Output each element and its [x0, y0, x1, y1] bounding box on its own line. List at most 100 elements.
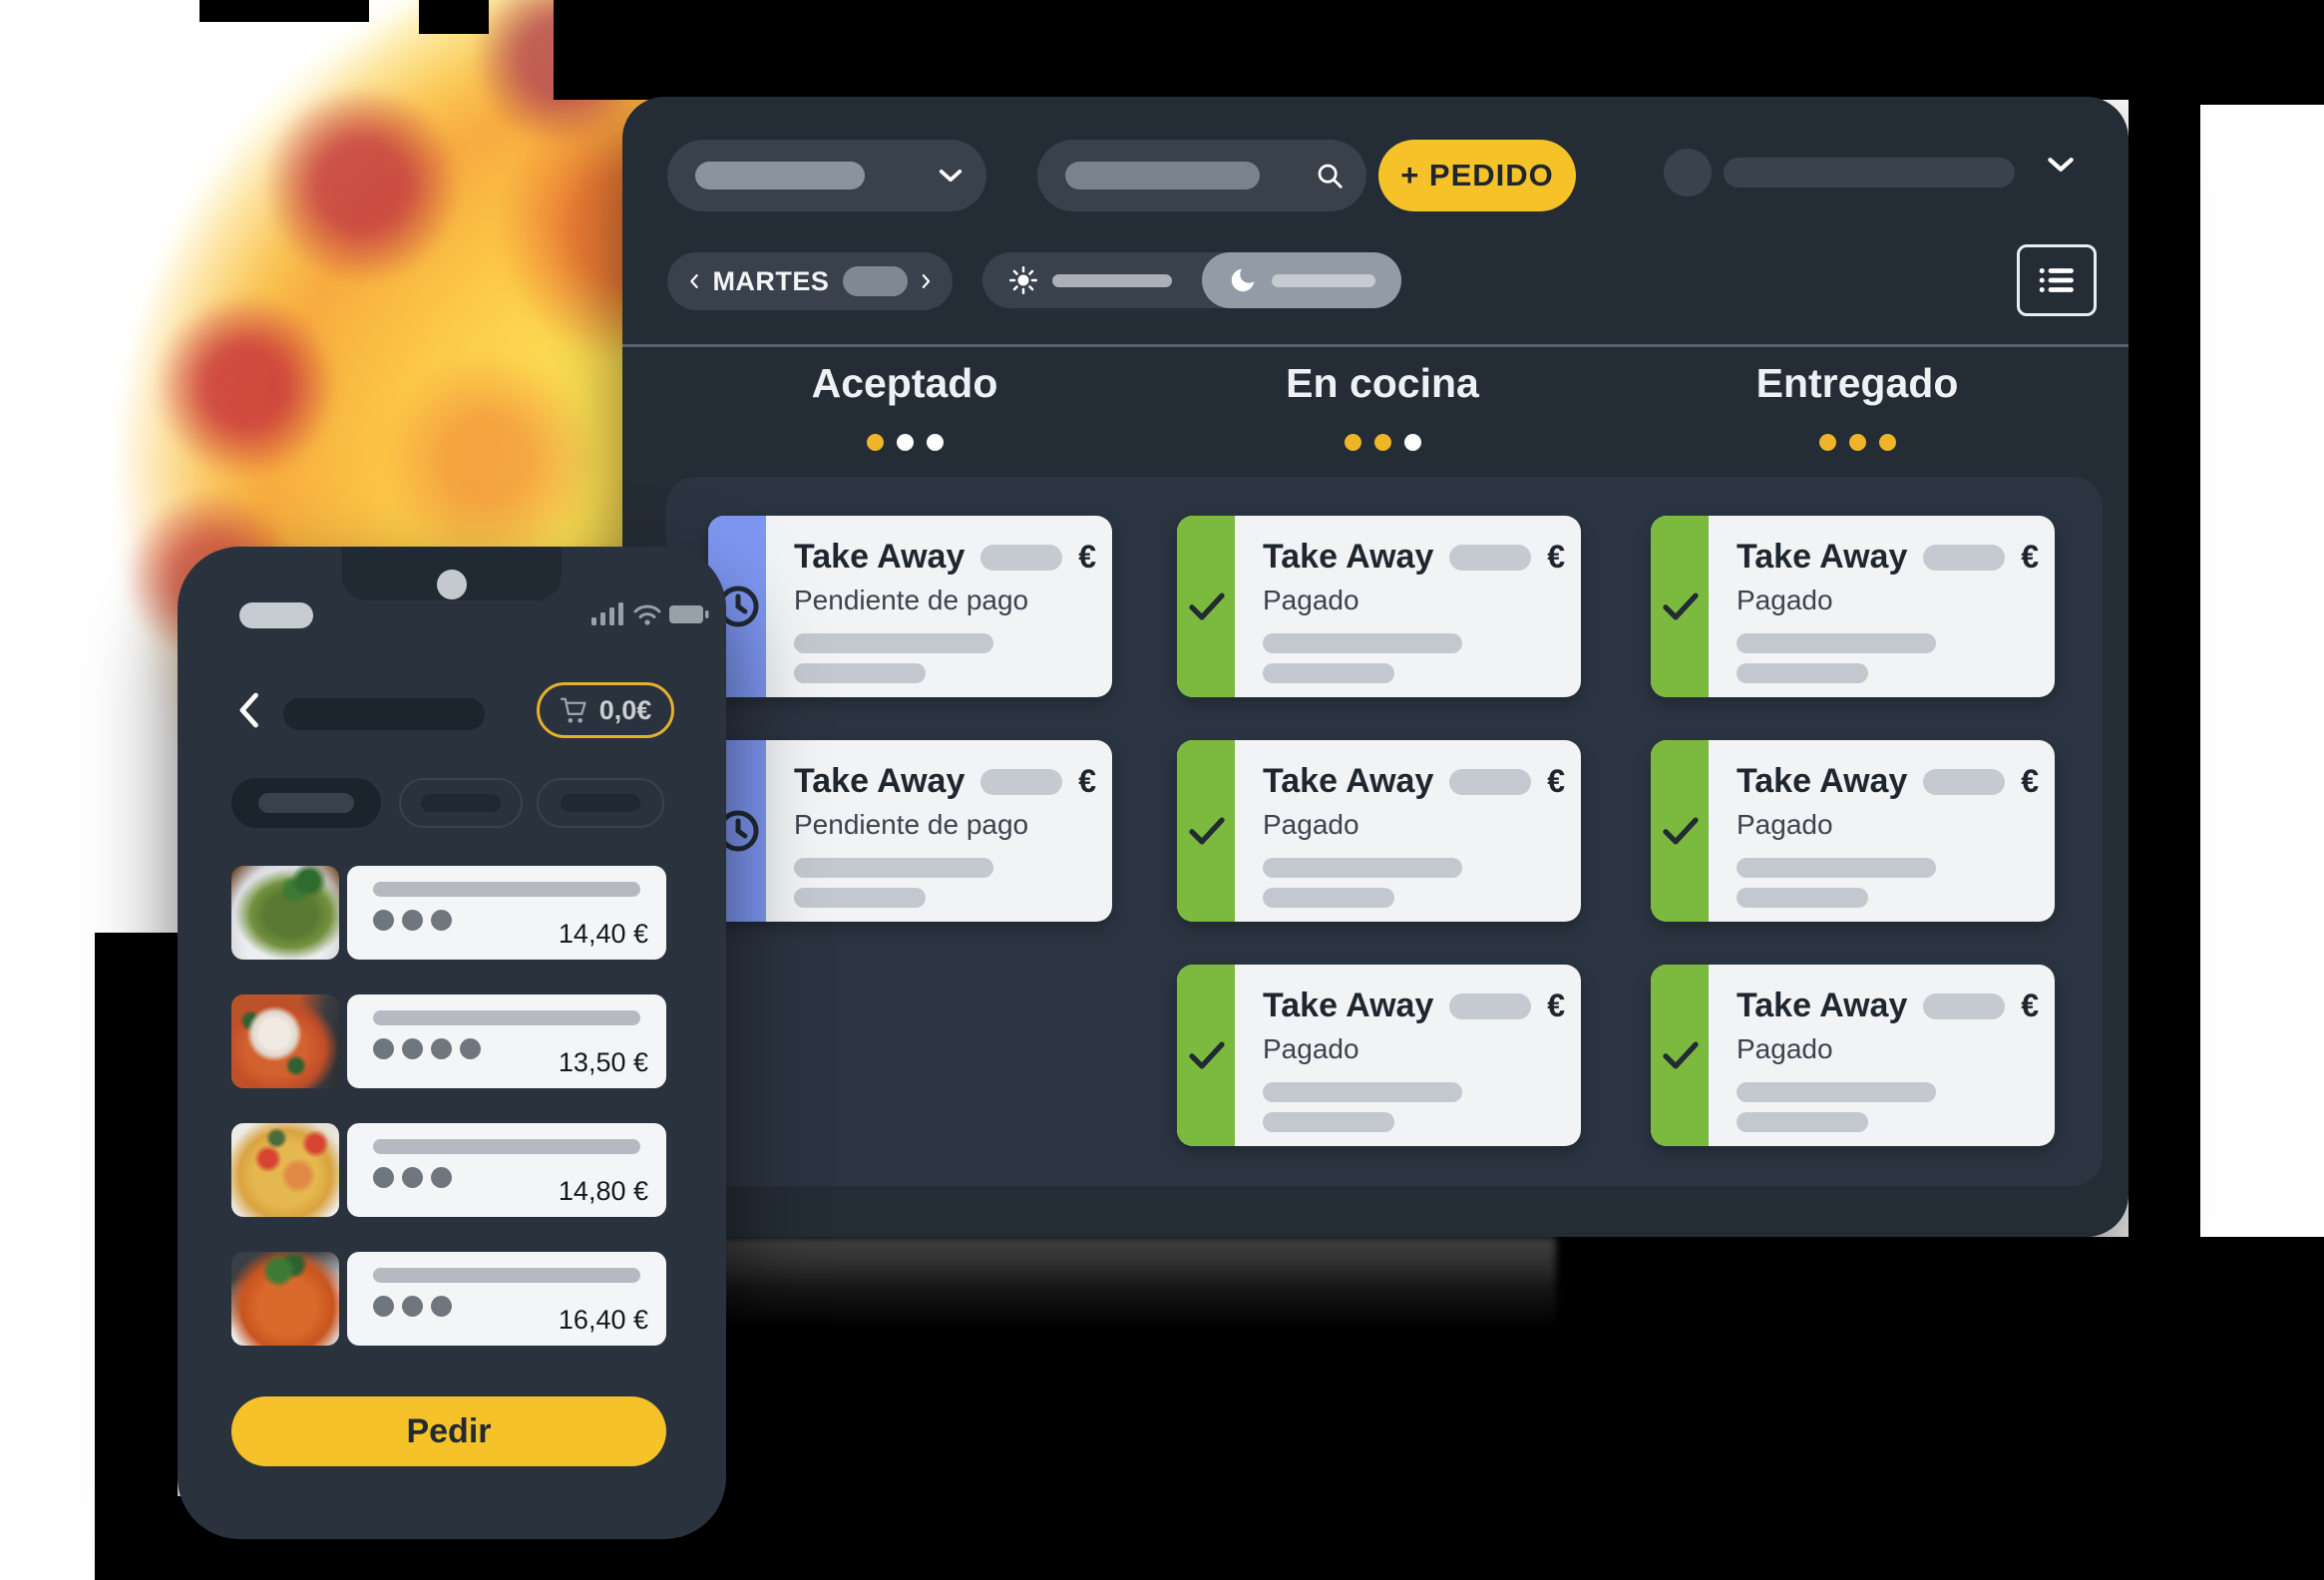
check-icon	[1189, 1041, 1225, 1069]
card-body: Take Away € Pagado	[1263, 965, 1565, 1132]
tab-category-3[interactable]	[537, 778, 664, 828]
filter-dropdown[interactable]	[667, 140, 986, 211]
order-card-paid[interactable]: Take Away € Pagado	[1177, 516, 1581, 697]
order-card-paid[interactable]: Take Away € Pagado	[1177, 965, 1581, 1146]
order-card-paid[interactable]: Take Away € Pagado	[1651, 965, 2055, 1146]
item-option-dots	[373, 1038, 481, 1059]
item-price: 14,40 €	[558, 919, 648, 949]
option-dot	[431, 1167, 452, 1188]
menu-item[interactable]: 16,40 €	[231, 1252, 666, 1346]
currency-symbol: €	[2021, 763, 2039, 799]
user-name-placeholder[interactable]	[1724, 158, 2015, 188]
toolbar-divider	[622, 344, 2129, 347]
list-view-button[interactable]	[2017, 244, 2097, 316]
user-menu-chevron-down-icon[interactable]	[2047, 157, 2075, 174]
menu-item[interactable]: 14,40 €	[231, 866, 666, 960]
option-dot	[460, 1038, 481, 1059]
desktop-app-window: + PEDIDO MARTES Aceptado En coci	[622, 97, 2129, 1237]
tab-category-1[interactable]	[231, 778, 381, 828]
cart-icon	[560, 697, 586, 723]
item-price: 16,40 €	[558, 1305, 648, 1335]
option-dot	[431, 1296, 452, 1317]
placeholder-bar	[794, 663, 926, 683]
placeholder-bar	[794, 888, 926, 908]
placeholder-bar	[1737, 888, 1868, 908]
item-title-placeholder	[373, 1010, 640, 1025]
currency-symbol: €	[1547, 539, 1565, 575]
item-option-dots	[373, 1296, 452, 1317]
option-dot	[373, 1038, 394, 1059]
card-status: Pendiente de pago	[794, 809, 1029, 840]
placeholder-bar	[1263, 1082, 1462, 1102]
progress-dot	[1403, 434, 1421, 451]
placeholder-bar	[794, 858, 993, 878]
back-button[interactable]	[235, 692, 261, 731]
tab-label-placeholder	[421, 794, 501, 812]
tab-label-placeholder	[561, 794, 640, 812]
card-title: Take Away	[794, 538, 966, 576]
card-title: Take Away	[1737, 762, 1908, 800]
decorative-black-block	[199, 0, 369, 22]
order-card-paid[interactable]: Take Away € Pagado	[1177, 740, 1581, 922]
card-status: Pagado	[1263, 1033, 1359, 1064]
card-body: Take Away € Pagado	[1737, 740, 2039, 908]
day-label-placeholder	[1052, 273, 1172, 287]
order-card-pending[interactable]: Take Away € Pendiente de pago	[708, 516, 1112, 697]
dropdown-value-placeholder	[695, 162, 865, 190]
avatar[interactable]	[1664, 149, 1712, 197]
item-option-dots	[373, 1167, 452, 1188]
order-card-paid[interactable]: Take Away € Pagado	[1651, 516, 2055, 697]
progress-dot	[1818, 434, 1836, 451]
option-dot	[373, 910, 394, 931]
placeholder-bar	[1263, 1112, 1394, 1132]
progress-dots-en-cocina	[1228, 434, 1537, 451]
card-title: Take Away	[1737, 538, 1908, 576]
next-day-chevron-right-icon[interactable]	[922, 270, 931, 292]
item-title-placeholder	[373, 1139, 640, 1154]
placeholder-bar	[1737, 663, 1868, 683]
menu-item-card: 14,80 €	[347, 1123, 666, 1217]
placeholder-bar	[1263, 888, 1394, 908]
chevron-down-icon	[939, 170, 963, 183]
placeholder-bar	[1737, 1082, 1936, 1102]
day-night-toggle[interactable]	[982, 252, 1401, 308]
card-status-strip	[1177, 740, 1235, 922]
card-title: Take Away	[1737, 987, 1908, 1024]
dish-photo-tomato-spaghetti	[231, 1252, 339, 1346]
progress-dot	[1344, 434, 1361, 451]
card-status: Pagado	[1263, 809, 1359, 840]
menu-item[interactable]: 14,80 €	[231, 1123, 666, 1217]
option-dot	[402, 1167, 423, 1188]
search-input[interactable]	[1037, 140, 1366, 211]
option-dot	[373, 1167, 394, 1188]
column-title-aceptado: Aceptado	[811, 360, 998, 406]
currency-symbol: €	[2021, 988, 2039, 1023]
tab-category-2[interactable]	[399, 778, 523, 828]
item-option-dots	[373, 910, 452, 931]
item-title-placeholder	[373, 1268, 640, 1283]
battery-icon	[669, 605, 709, 623]
date-placeholder	[843, 266, 908, 296]
dish-photo-burrata-farfalle	[231, 994, 339, 1088]
progress-dot	[1848, 434, 1866, 451]
card-title: Take Away	[794, 762, 966, 800]
progress-dot	[896, 434, 914, 451]
day-shift-segment[interactable]	[982, 252, 1206, 308]
order-button[interactable]: Pedir	[231, 1396, 666, 1466]
card-body: Take Away € Pendiente de pago	[794, 516, 1096, 683]
new-order-button[interactable]: + PEDIDO	[1378, 140, 1576, 211]
card-status: Pagado	[1263, 585, 1359, 615]
menu-item[interactable]: 13,50 €	[231, 994, 666, 1088]
decorative-black-block	[419, 0, 489, 34]
order-card-paid[interactable]: Take Away € Pagado	[1651, 740, 2055, 922]
prev-day-chevron-left-icon[interactable]	[689, 270, 698, 292]
menu-item-card: 13,50 €	[347, 994, 666, 1088]
check-icon	[1189, 817, 1225, 845]
progress-dots-entregado	[1703, 434, 2012, 451]
item-price: 13,50 €	[558, 1047, 648, 1077]
list-icon	[2039, 267, 2074, 293]
night-shift-segment[interactable]	[1202, 252, 1401, 308]
cart-button[interactable]: 0,0€	[537, 682, 674, 738]
order-card-pending[interactable]: Take Away € Pendiente de pago	[708, 740, 1112, 922]
card-status: Pagado	[1737, 1033, 1833, 1064]
